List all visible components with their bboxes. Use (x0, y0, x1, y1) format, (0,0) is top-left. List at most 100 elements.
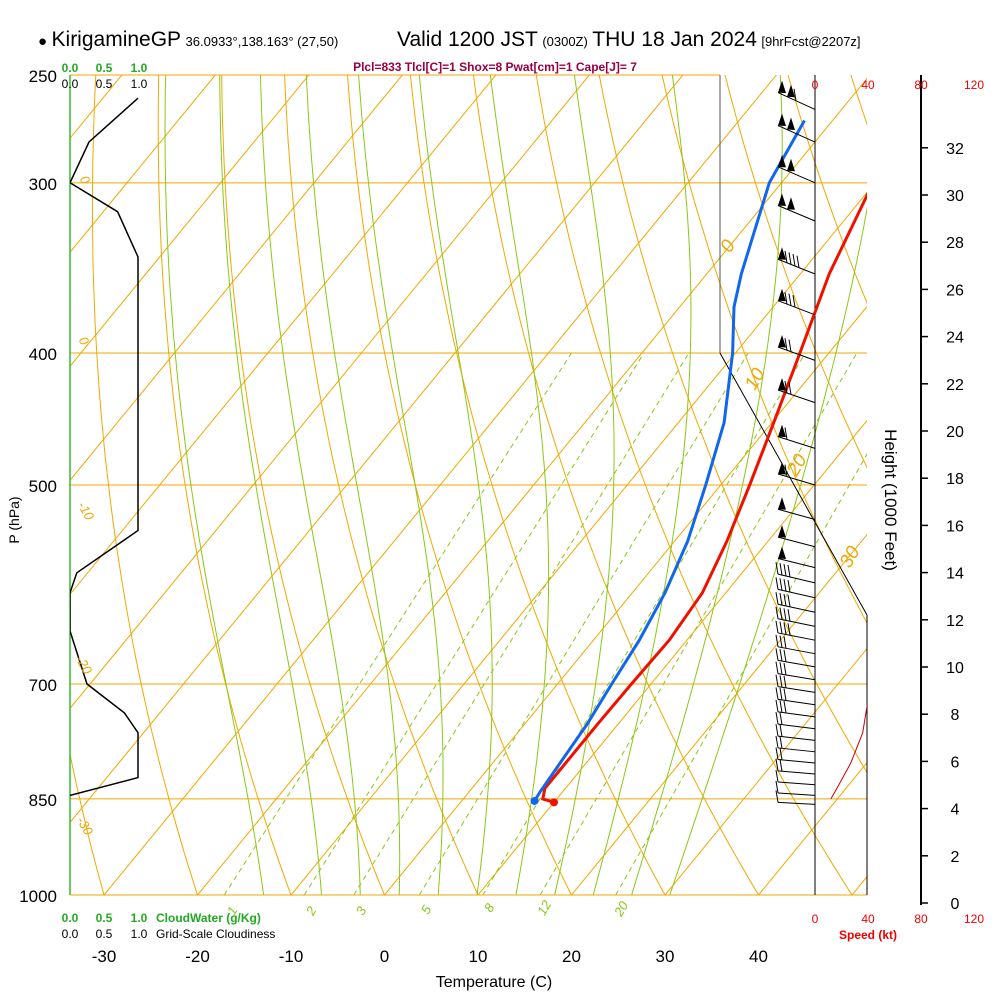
wind-barb-pennant (778, 247, 786, 260)
wind-barb-flag (779, 712, 783, 725)
valid-time: Valid 1200 JST (397, 28, 538, 51)
mixing-ratio-label: 2 (302, 903, 319, 918)
wind-barb-flag (784, 427, 788, 440)
mixing-ratio-line (418, 352, 749, 895)
wind-barb-staff (777, 536, 816, 548)
wind-barb-flag (783, 662, 787, 676)
wind-barb-flag (779, 724, 783, 737)
station-name: KirigamineGP (51, 28, 182, 51)
dry-adiabat-line (535, 75, 853, 895)
dry-adiabat-line (850, 75, 867, 126)
wind-barb-flag (793, 88, 797, 101)
wind-barb-flag (783, 622, 787, 635)
dry-adiabat-label: -30 (74, 814, 97, 838)
station-marker: ● (38, 33, 48, 50)
pressure-tick-label: 250 (29, 67, 57, 86)
utc-time: (0300Z) (542, 34, 588, 49)
wind-barb-staff (777, 205, 816, 222)
wind-barb-staff (777, 92, 816, 110)
mixing-ratio-line (615, 453, 867, 895)
wind-barb-staff (777, 781, 816, 786)
wind-barb-flag (783, 649, 787, 662)
surface-dewpoint-marker (530, 796, 539, 805)
dry-adiabat-line (346, 75, 573, 895)
speed-axis-title: Speed (kt) (839, 928, 897, 942)
pressure-tick-label: 300 (29, 175, 57, 194)
wind-barb-staff (777, 801, 816, 805)
isotherm-line (70, 75, 497, 596)
wind-barb-pennant (778, 80, 786, 94)
chart-validity: Valid 1200 JST (0300Z) THU 18 Jan 2024 [… (397, 28, 861, 52)
border-line (719, 352, 868, 616)
isotherm-line (0, 0, 137, 924)
wind-barb-flag (775, 747, 779, 760)
dry-adiabat-line (598, 75, 867, 774)
height-tick-label: 14 (946, 566, 964, 583)
dry-adiabat-label: 0 (76, 334, 93, 348)
mixing-ratio-line (303, 352, 645, 895)
temperature-tick-label: 40 (749, 947, 768, 966)
wind-barb-pennant (787, 84, 795, 98)
wind-barb-flag (779, 578, 783, 591)
speed-tick-label-top: 40 (861, 78, 875, 92)
pressure-tick-label: 1000 (19, 887, 57, 906)
wind-barb-flag (775, 724, 779, 737)
wind-barb-staff (777, 792, 816, 796)
sounding-profiles (70, 80, 867, 807)
wind-barb-flag (775, 661, 779, 674)
wind-barb-flag (779, 662, 783, 675)
height-tick-label: 0 (951, 896, 960, 913)
isotherm-line (196, 77, 867, 895)
moist-adiabat-line (358, 75, 444, 895)
wind-barb-staff (777, 711, 816, 718)
wind-barb-flag (796, 255, 800, 268)
wind-barb-flag (787, 609, 791, 622)
forecast-info: [9hrFcst@2207z] (761, 34, 861, 49)
dry-adiabat-label: -20 (73, 653, 96, 677)
cloudwater-tick-top: 0.0 (62, 61, 79, 75)
dry-adiabat-line (91, 75, 199, 895)
moist-adiabat-line (219, 75, 323, 895)
height-tick-label: 8 (951, 707, 960, 724)
wind-barb-flag (792, 253, 796, 267)
cloudiness-tick-top: 1.0 (131, 77, 148, 91)
mixing-ratio-label: 3 (353, 903, 370, 917)
isotherm-line (0, 0, 43, 924)
moist-adiabat-line (305, 75, 401, 895)
moist-adiabat-line (489, 75, 550, 895)
wind-barb-staff (777, 646, 816, 655)
wind-barb-staff (777, 632, 816, 641)
height-tick-label: 10 (946, 660, 964, 677)
wind-barb-staff (777, 686, 816, 693)
cloudwater-tick-top: 1.0 (131, 61, 148, 75)
pressure-tick-label: 700 (29, 676, 57, 695)
wind-barb-flag (784, 250, 788, 263)
wind-barb-flag (783, 675, 787, 688)
wind-barb-flag (779, 759, 783, 772)
temperature-tick-label: 30 (656, 947, 675, 966)
moist-adiabat-line (669, 206, 867, 895)
dry-adiabat-line (724, 75, 867, 469)
wind-barb-flag (779, 563, 783, 576)
isotherm-line (70, 75, 123, 140)
cloudiness-tick-top: 0.5 (96, 77, 113, 91)
wind-barb-staff (777, 618, 816, 627)
isotherm-line (922, 0, 1000, 924)
wind-barb-flag (784, 292, 788, 305)
dry-adiabat-line (991, 0, 1000, 924)
wind-barb-staff (777, 759, 816, 764)
wind-barb-staff (777, 659, 816, 668)
wind-barb-staff (777, 166, 816, 184)
cloudiness-axis-title: Grid-Scale Cloudiness (156, 927, 275, 941)
station-coords: 36.0933°,138.163° (27,50) (185, 34, 339, 49)
wind-barb-flag (779, 593, 783, 606)
isotherm-line (70, 75, 310, 368)
wind-barb-flag (788, 252, 792, 265)
cloudwater-tick-bottom: 0.5 (96, 911, 113, 925)
cloudiness-tick-bottom: 0.5 (96, 927, 113, 941)
temperature-tick-label: -10 (279, 947, 304, 966)
wind-barb-flag (783, 608, 787, 621)
wind-barb-staff (777, 508, 816, 520)
speed-tick-label-bottom: 120 (964, 912, 984, 926)
